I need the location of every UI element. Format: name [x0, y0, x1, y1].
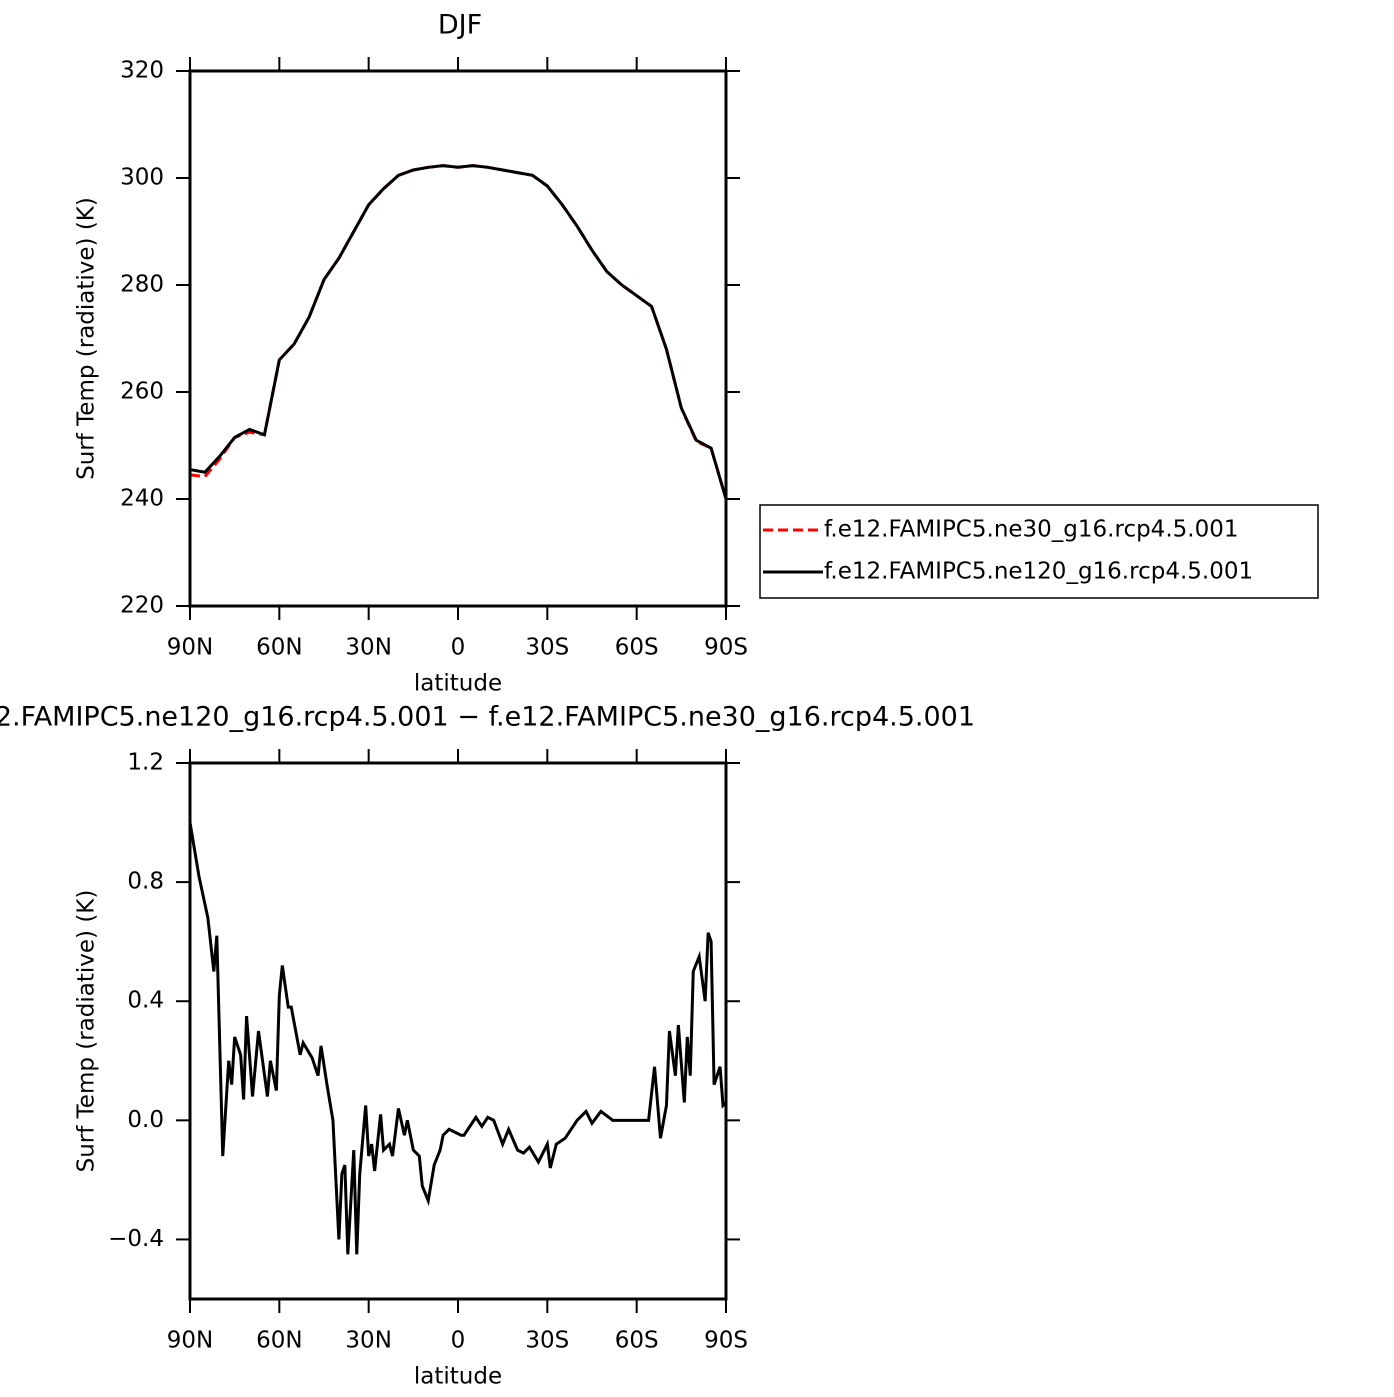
y-tick-label: 220	[120, 593, 164, 619]
x-tick-label: 0	[451, 635, 466, 661]
y-tick-label: 1.2	[127, 750, 164, 776]
x-tick-label: 30N	[345, 635, 391, 661]
x-tick-label: 90S	[704, 1328, 748, 1354]
x-tick-label: 90N	[167, 1328, 213, 1354]
x-axis-label: latitude	[414, 1364, 502, 1390]
y-tick-label: 0.0	[127, 1107, 164, 1133]
x-tick-label: 60N	[256, 1328, 302, 1354]
y-tick-label: 0.4	[127, 988, 164, 1014]
x-tick-label: 30N	[345, 1328, 391, 1354]
plot-frame	[188, 761, 728, 1301]
y-tick-label: 300	[120, 165, 164, 191]
legend-box	[759, 504, 1319, 599]
x-axis-label: latitude	[414, 671, 502, 697]
y-tick-label: 280	[120, 272, 164, 298]
y-tick-label: 320	[120, 58, 164, 84]
x-tick-label: 30S	[525, 635, 569, 661]
data-line	[189, 164, 728, 500]
legend-label: f.e12.FAMIPC5.ne30_g16.rcp4.5.001	[824, 517, 1238, 543]
chart-title: f.e12.FAMIPC5.ne120_g16.rcp4.5.001 − f.e…	[0, 702, 975, 733]
x-tick-label: 30S	[525, 1328, 569, 1354]
y-tick-label: 260	[120, 379, 164, 405]
plot-frame	[188, 69, 728, 608]
y-tick-label: −0.4	[108, 1226, 164, 1252]
chart-title: DJF	[438, 10, 482, 41]
x-tick-label: 0	[451, 1328, 466, 1354]
data-line	[189, 164, 728, 500]
x-tick-label: 90S	[704, 635, 748, 661]
data-line	[188, 822, 728, 1255]
x-tick-label: 60S	[615, 1328, 659, 1354]
y-axis-label: Surf Temp (radiative) (K)	[74, 197, 100, 480]
x-tick-label: 90N	[167, 635, 213, 661]
y-tick-label: 0.8	[127, 869, 164, 895]
x-tick-label: 60N	[256, 635, 302, 661]
legend-label: f.e12.FAMIPC5.ne120_g16.rcp4.5.001	[824, 559, 1253, 585]
y-tick-label: 240	[120, 486, 164, 512]
x-tick-label: 60S	[615, 635, 659, 661]
y-axis-label: Surf Temp (radiative) (K)	[74, 890, 100, 1173]
